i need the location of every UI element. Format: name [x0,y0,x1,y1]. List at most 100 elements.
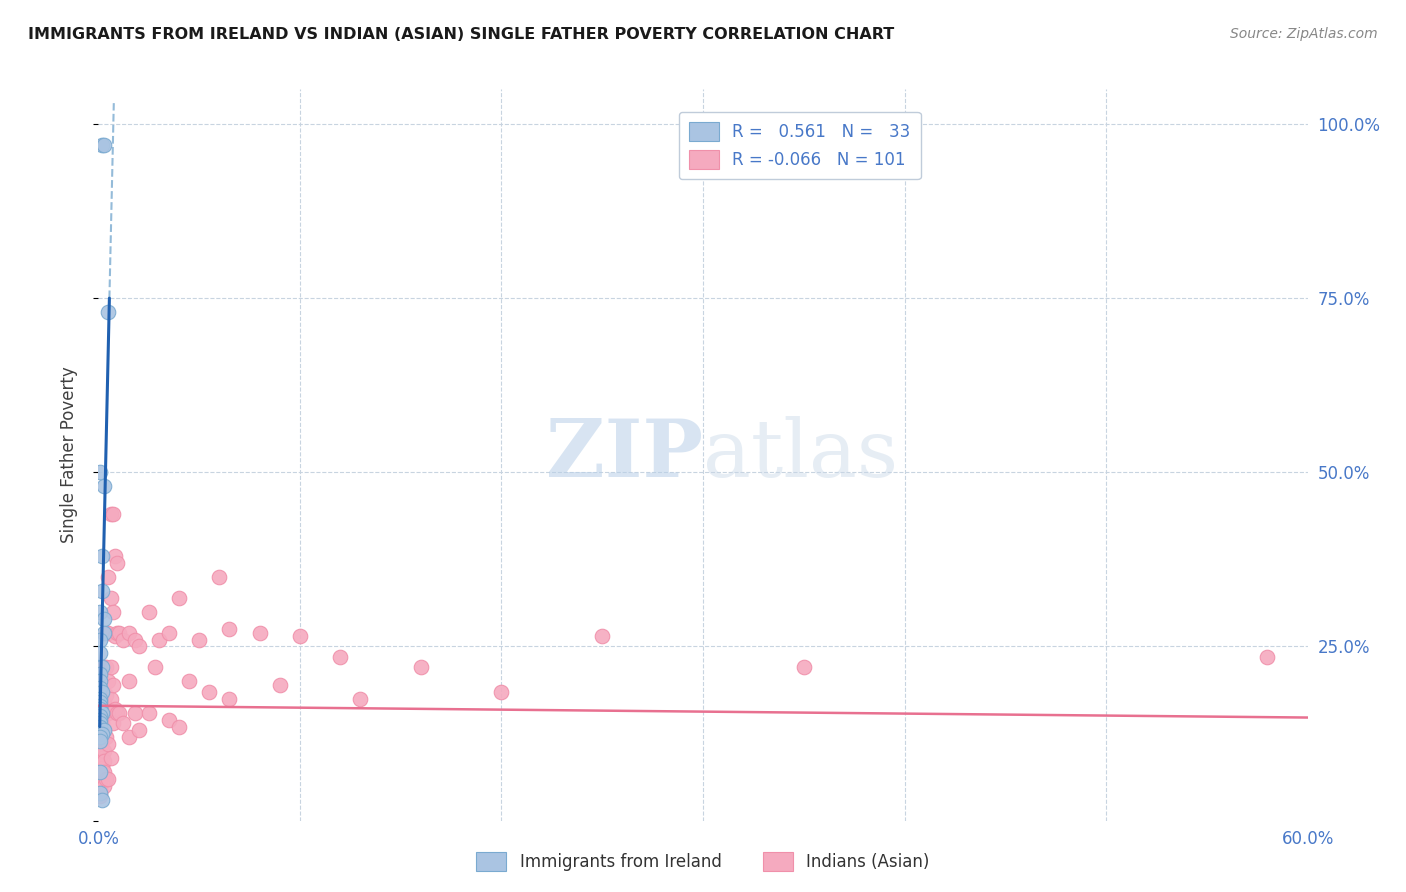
Point [97,706,120,720]
Point [93,612,115,626]
Text: IMMIGRANTS FROM IRELAND VS INDIAN (ASIAN) SINGLE FATHER POVERTY CORRELATION CHAR: IMMIGRANTS FROM IRELAND VS INDIAN (ASIAN… [28,27,894,42]
Point [105,625,128,640]
Point [103,629,125,643]
Point [93,660,115,674]
Point [491,685,513,699]
Point [100,751,122,765]
Point [591,629,613,643]
Point [89,782,111,797]
Point [89,768,111,782]
Point [89,764,111,779]
Point [107,625,129,640]
Point [91,723,114,737]
Point [100,660,122,674]
Point [89,716,111,731]
Point [91,706,114,720]
Point [100,507,122,521]
Point [218,622,240,636]
Point [96,706,118,720]
Text: atlas: atlas [703,416,898,494]
Point [179,674,201,689]
Point [89,709,111,723]
Point [111,632,134,647]
Point [1256,649,1278,664]
Point [89,691,111,706]
Point [124,706,146,720]
Point [89,681,111,696]
Point [93,744,115,758]
Point [93,695,115,709]
Point [91,726,114,740]
Point [89,786,111,800]
Point [89,775,111,789]
Point [96,688,118,702]
Point [167,591,190,605]
Point [118,674,141,689]
Point [269,678,291,692]
Point [198,685,221,699]
Point [89,789,111,804]
Legend: Immigrants from Ireland, Indians (Asian): Immigrants from Ireland, Indians (Asian) [470,846,936,878]
Point [91,695,114,709]
Point [101,678,124,692]
Point [93,779,115,793]
Point [96,660,118,674]
Point [105,556,128,570]
Point [96,730,118,744]
Point [157,625,180,640]
Point [89,702,111,716]
Point [91,744,114,758]
Point [91,549,114,563]
Point [409,660,432,674]
Point [101,605,124,619]
Point [91,674,114,689]
Point [793,660,815,674]
Point [89,698,111,713]
Point [89,695,111,709]
Point [111,716,134,731]
Point [89,764,111,779]
Point [89,755,111,769]
Point [89,674,111,689]
Point [93,755,115,769]
Point [89,632,111,647]
Point [91,793,114,807]
Point [89,761,111,775]
Point [101,507,124,521]
Point [329,649,352,664]
Point [89,751,111,765]
Point [91,583,114,598]
Point [118,625,141,640]
Point [89,713,111,727]
Point [89,647,111,661]
Y-axis label: Single Father Poverty: Single Father Poverty [59,367,77,543]
Point [89,605,111,619]
Point [138,605,160,619]
Point [89,744,111,758]
Point [91,761,114,775]
Point [89,730,111,744]
Point [93,764,115,779]
Point [91,706,114,720]
Point [288,629,311,643]
Point [107,706,129,720]
Point [138,706,160,720]
Point [89,737,111,751]
Point [91,716,114,731]
Point [89,779,111,793]
Point [188,632,211,647]
Text: Source: ZipAtlas.com: Source: ZipAtlas.com [1230,27,1378,41]
Point [93,137,115,152]
Point [349,691,371,706]
Point [97,625,120,640]
Point [93,723,115,737]
Point [91,751,114,765]
Point [101,716,124,731]
Point [96,625,118,640]
Point [93,479,115,493]
Point [218,691,240,706]
Point [97,772,120,786]
Point [167,720,190,734]
Point [89,695,111,709]
Point [118,730,141,744]
